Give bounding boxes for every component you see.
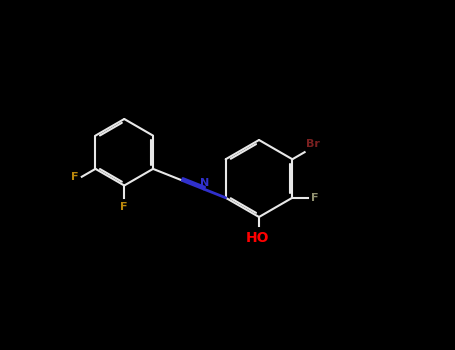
Text: HO: HO [246, 231, 269, 245]
Text: F: F [71, 172, 78, 182]
Text: Br: Br [306, 139, 320, 149]
Text: N: N [200, 178, 209, 189]
Text: F: F [121, 202, 128, 212]
Text: F: F [311, 193, 318, 203]
